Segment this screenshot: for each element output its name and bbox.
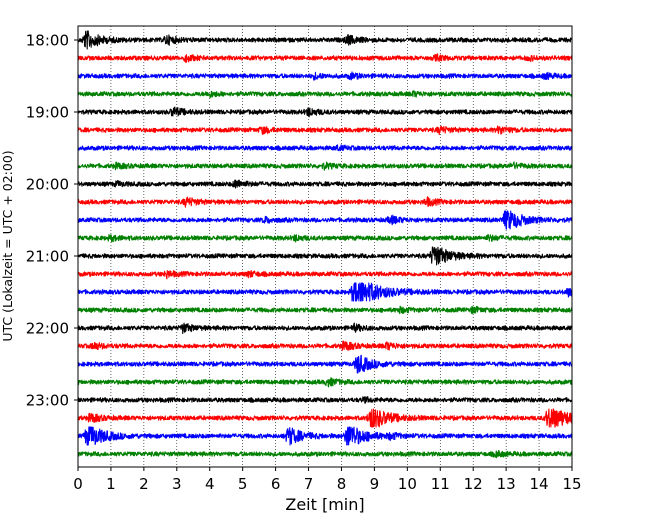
seismic-traces xyxy=(77,30,573,459)
trace-row xyxy=(77,161,573,171)
y-tick-label: 19:00 xyxy=(26,104,69,122)
x-tick-label: 0 xyxy=(73,475,83,493)
x-tick-label: 15 xyxy=(562,475,581,493)
trace-row xyxy=(77,305,573,315)
trace-row xyxy=(77,179,573,189)
x-axis-ticks: 0 1 2 3 4 5 6 7 8 9 10 11 12 13 14 15 xyxy=(73,467,582,493)
x-tick-label: 9 xyxy=(370,475,380,493)
x-tick-label: 10 xyxy=(398,475,417,493)
x-tick-label: 1 xyxy=(106,475,116,493)
y-tick-label: 21:00 xyxy=(26,248,69,266)
x-axis-label: Zeit [min] xyxy=(285,495,364,514)
trace-row xyxy=(77,144,573,152)
trace-row xyxy=(77,426,573,446)
x-tick-label: 3 xyxy=(172,475,182,493)
trace-row xyxy=(77,196,573,208)
trace-row xyxy=(77,30,573,50)
x-tick-label: 12 xyxy=(464,475,483,493)
trace-row xyxy=(77,354,573,374)
trace-row xyxy=(77,90,573,99)
x-tick-label: 6 xyxy=(271,475,281,493)
x-tick-label: 5 xyxy=(238,475,248,493)
y-tick-label: 20:00 xyxy=(26,176,69,194)
x-tick-label: 2 xyxy=(139,475,149,493)
x-tick-label: 4 xyxy=(205,475,215,493)
trace-row xyxy=(77,106,573,118)
trace-row xyxy=(77,246,573,266)
trace-row xyxy=(77,71,573,81)
trace-row xyxy=(77,53,573,64)
y-axis-ticks: 18:00 19:00 20:00 21:00 22:00 23:00 xyxy=(26,32,78,410)
trace-row xyxy=(77,377,573,388)
trace-row xyxy=(77,322,573,334)
trace-row xyxy=(77,125,573,136)
y-tick-label: 23:00 xyxy=(26,392,69,410)
x-tick-label: 14 xyxy=(530,475,549,493)
plot-frame xyxy=(77,25,573,468)
trace-row xyxy=(77,450,573,459)
x-tick-label: 13 xyxy=(497,475,516,493)
trace-row xyxy=(77,233,573,243)
plot-background xyxy=(78,26,572,467)
y-tick-label: 22:00 xyxy=(26,320,69,338)
trace-row xyxy=(77,408,573,428)
trace-row xyxy=(77,396,573,404)
trace-row xyxy=(77,269,573,280)
trace-row xyxy=(77,340,573,351)
x-tick-label: 11 xyxy=(431,475,450,493)
y-axis-label: UTC (Lokalzeit = UTC + 02:00) xyxy=(0,150,15,341)
y-tick-label: 18:00 xyxy=(26,32,69,50)
trace-row xyxy=(77,210,573,230)
x-tick-label: 7 xyxy=(304,475,314,493)
x-tick-label: 8 xyxy=(337,475,347,493)
trace-row xyxy=(77,282,573,302)
